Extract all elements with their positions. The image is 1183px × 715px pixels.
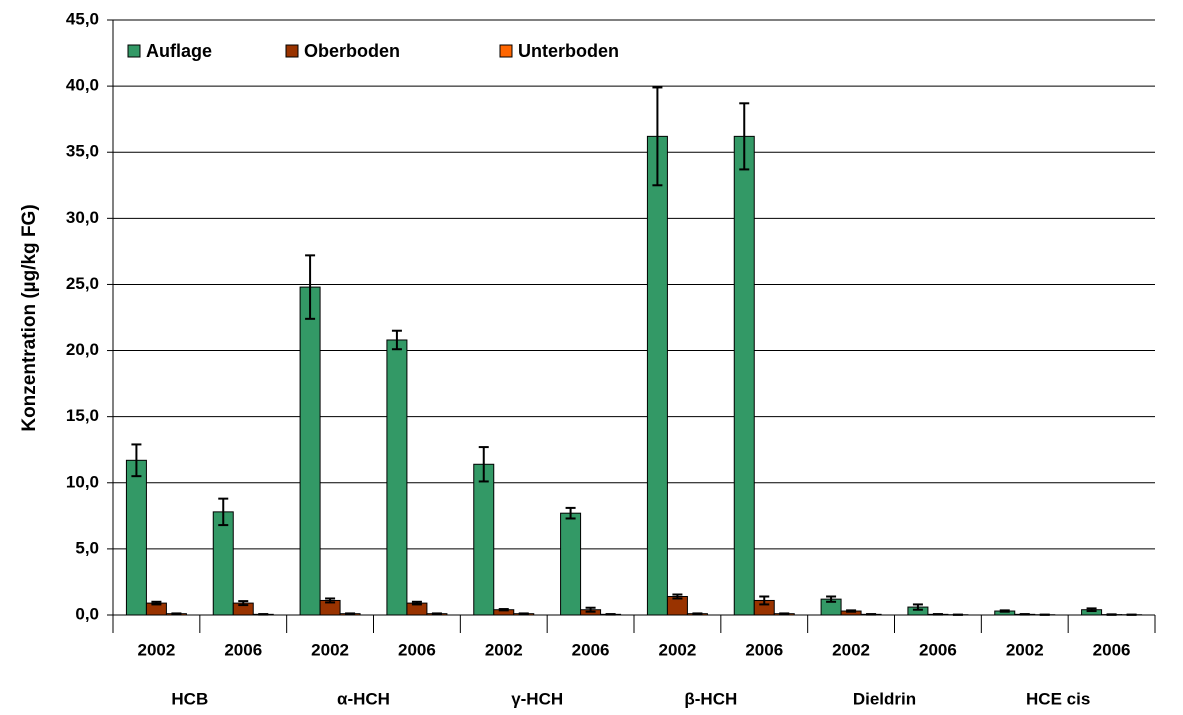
bar <box>473 463 495 616</box>
error-bar <box>345 612 356 615</box>
group-label: Dieldrin <box>853 689 916 708</box>
bar <box>299 286 321 616</box>
error-bar <box>585 606 596 613</box>
error-bar <box>305 254 316 320</box>
y-tick-label: 5,0 <box>75 538 99 557</box>
y-tick-label: 45,0 <box>66 9 99 28</box>
error-bar <box>846 609 857 613</box>
legend-swatch <box>499 44 513 58</box>
legend-label: Unterboden <box>518 41 619 61</box>
legend-swatch <box>127 44 141 58</box>
y-tick-label: 20,0 <box>66 340 99 359</box>
x-tick-label: 2006 <box>919 640 957 659</box>
error-bar <box>391 329 402 351</box>
x-tick-label: 2006 <box>1093 640 1131 659</box>
x-tick-label: 2006 <box>224 640 262 659</box>
x-tick-label: 2002 <box>659 640 697 659</box>
y-tick-label: 30,0 <box>66 208 99 227</box>
error-bar <box>171 612 182 615</box>
error-bar <box>779 612 790 615</box>
bar <box>560 512 582 616</box>
error-bar <box>912 603 923 611</box>
y-tick-label: 25,0 <box>66 274 99 293</box>
x-tick-label: 2002 <box>485 640 523 659</box>
y-axis-title: Konzentration (µg/kg FG) <box>19 204 40 431</box>
error-bar <box>151 600 162 606</box>
y-tick-label: 35,0 <box>66 142 99 161</box>
error-bar <box>652 86 663 187</box>
group-label: HCE cis <box>1026 689 1090 708</box>
group-label: β-HCH <box>684 689 737 708</box>
group-label: HCB <box>171 689 208 708</box>
x-tick-label: 2002 <box>138 640 176 659</box>
bar <box>212 511 234 616</box>
error-bar <box>1086 607 1097 613</box>
group-label: γ-HCH <box>511 689 563 708</box>
x-tick-label: 2006 <box>745 640 783 659</box>
error-bar <box>498 608 509 612</box>
bar <box>386 339 408 616</box>
y-tick-label: 10,0 <box>66 472 99 491</box>
legend-label: Auflage <box>146 41 212 61</box>
error-bar <box>238 600 249 607</box>
bar <box>646 135 668 616</box>
legend-label: Oberboden <box>304 41 400 61</box>
x-tick-label: 2002 <box>1006 640 1044 659</box>
error-bar <box>131 443 142 478</box>
error-bar <box>325 597 336 604</box>
x-tick-label: 2002 <box>311 640 349 659</box>
error-bar <box>518 612 529 615</box>
y-tick-label: 0,0 <box>75 604 99 623</box>
error-bar <box>692 612 703 615</box>
legend-swatch <box>285 44 299 58</box>
error-bar <box>411 600 422 606</box>
x-tick-label: 2006 <box>398 640 436 659</box>
error-bar <box>672 593 683 600</box>
group-label: α-HCH <box>337 689 390 708</box>
bar <box>125 459 147 616</box>
error-bar <box>431 612 442 615</box>
error-bar <box>565 506 576 520</box>
bar <box>733 135 755 616</box>
x-tick-label: 2006 <box>572 640 610 659</box>
y-tick-label: 15,0 <box>66 406 99 425</box>
error-bar <box>478 446 489 483</box>
y-tick-label: 40,0 <box>66 76 99 95</box>
x-tick-label: 2002 <box>832 640 870 659</box>
error-bar <box>739 102 750 171</box>
error-bar <box>759 595 770 606</box>
error-bar <box>218 497 229 527</box>
error-bar <box>826 595 837 603</box>
error-bar <box>999 609 1010 613</box>
